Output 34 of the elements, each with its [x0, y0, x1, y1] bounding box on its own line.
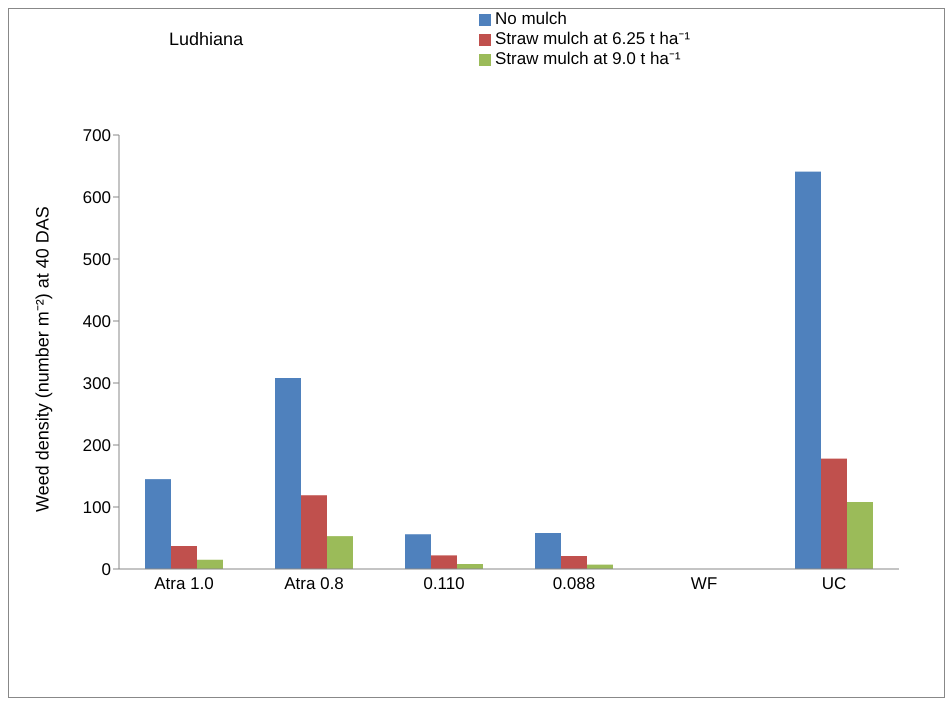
bar [197, 560, 223, 569]
y-tick-label: 600 [82, 188, 111, 208]
chart-title: Ludhiana [169, 29, 244, 50]
x-tick-label: 0.110 [423, 574, 465, 594]
legend-label: Straw mulch at 9.0 t ha⁻¹ [495, 49, 681, 68]
x-tick-label: Atra 0.8 [284, 574, 344, 594]
bar [275, 378, 301, 569]
legend-label: Straw mulch at 6.25 t ha⁻¹ [495, 29, 690, 48]
bar [847, 502, 873, 569]
bar [405, 534, 431, 569]
y-tick-label: 0 [102, 560, 111, 580]
x-tick-label: UC [822, 574, 846, 594]
bar [301, 495, 327, 569]
bar [561, 556, 587, 569]
y-tick-label: 200 [82, 436, 111, 456]
bar [431, 555, 457, 569]
bar [171, 546, 197, 569]
y-tick-label: 100 [82, 498, 111, 518]
y-tick-label: 300 [82, 374, 111, 394]
bar [821, 458, 847, 569]
bar [327, 536, 353, 569]
bar [457, 564, 483, 569]
bar [795, 172, 821, 569]
y-axis-title: Weed density (number m⁻²) at 40 DAS [32, 206, 52, 512]
x-tick-label: Atra 1.0 [154, 574, 214, 594]
y-tick-label: 400 [82, 312, 111, 332]
y-tick-label: 500 [82, 250, 111, 270]
bar [535, 533, 561, 569]
y-tick-label: 700 [82, 126, 111, 146]
bar [587, 564, 613, 569]
x-tick-label: 0.088 [552, 574, 596, 594]
x-tick-label: WF [690, 574, 718, 594]
bar [145, 479, 171, 569]
legend-label: No mulch [495, 9, 567, 28]
